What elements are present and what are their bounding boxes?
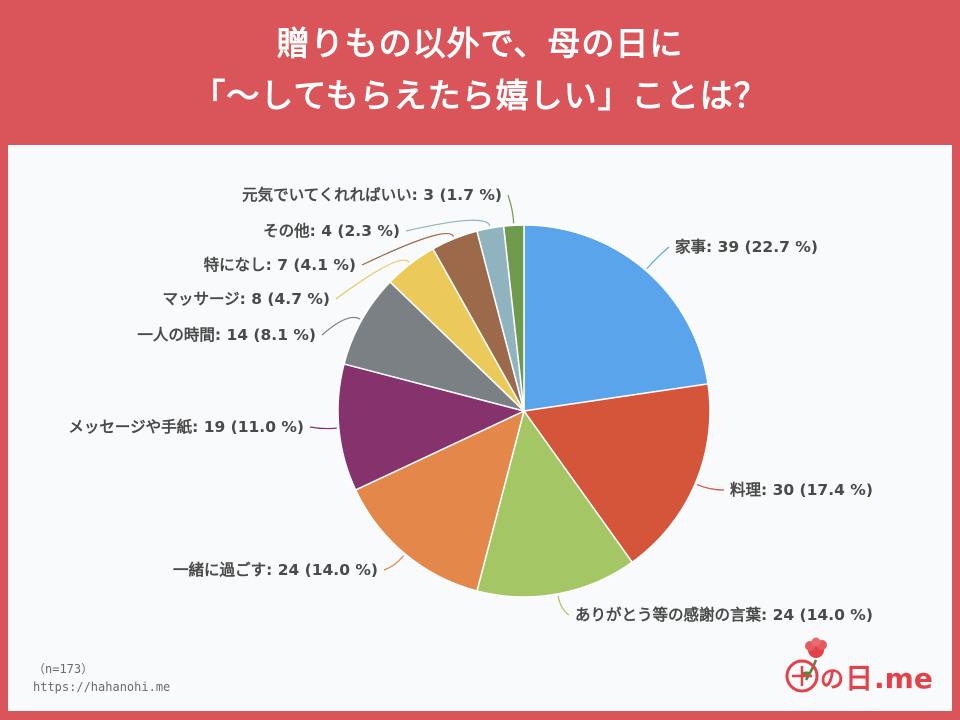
leader-line [405,219,491,232]
carnation-icon [800,637,827,681]
slice-label: メッセージや手紙: 19 (11.0 %) [68,417,304,436]
logo-mark: 母 [785,659,819,693]
leader-line [361,233,455,266]
leader-line [309,426,337,430]
slice-label: 家事: 39 (22.7 %) [675,237,818,256]
leader-line [321,316,361,336]
logo-suffix: .me [874,662,933,695]
leader-line [335,259,410,300]
title-line-1: 贈りもの以外で、母の日に [276,24,684,63]
leader-line [696,483,725,491]
slice-label: 一人の時間: 14 (8.1 %) [137,325,316,344]
logo-kanji: 日 [845,662,873,695]
pie-slice [354,409,526,592]
slice-label: 一緒に過ごす: 24 (14.0 %) [173,560,378,579]
leader-line [383,555,405,571]
leader-line [646,246,670,270]
pie-slice [522,383,711,564]
leader-line [557,595,570,616]
pie-slice [502,224,525,412]
slice-label: 料理: 30 (17.4 %) [730,480,873,499]
logo-mark-text: 母 [802,680,803,683]
site-logo: 母 の 日 .me [785,637,933,695]
pie-slice [523,224,709,412]
title-line-2: 「～してもらえたら嬉しい」ことは？ [192,76,768,115]
logo-kana: の [820,665,844,693]
pie-slice [343,280,527,413]
pie-slice [476,409,634,598]
chart-title: 贈りもの以外で、母の日に 「～してもらえたら嬉しい」ことは？ [0,18,960,122]
slice-label: 特になし: 7 (4.1 %) [204,255,356,274]
sample-size-note: （n=173） [33,662,94,676]
slice-label: ありがとう等の感謝の言葉: 24 (14.0 %) [575,605,873,624]
slice-label: マッサージ: 8 (4.7 %) [162,290,330,308]
source-url: https://hahanohi.me [33,680,171,694]
slice-label: その他: 4 (2.3 %) [263,221,400,240]
pie-slice [337,363,527,491]
leader-line [507,194,515,224]
slice-label: 元気でいてくれればいい: 3 (1.7 %) [242,185,502,204]
